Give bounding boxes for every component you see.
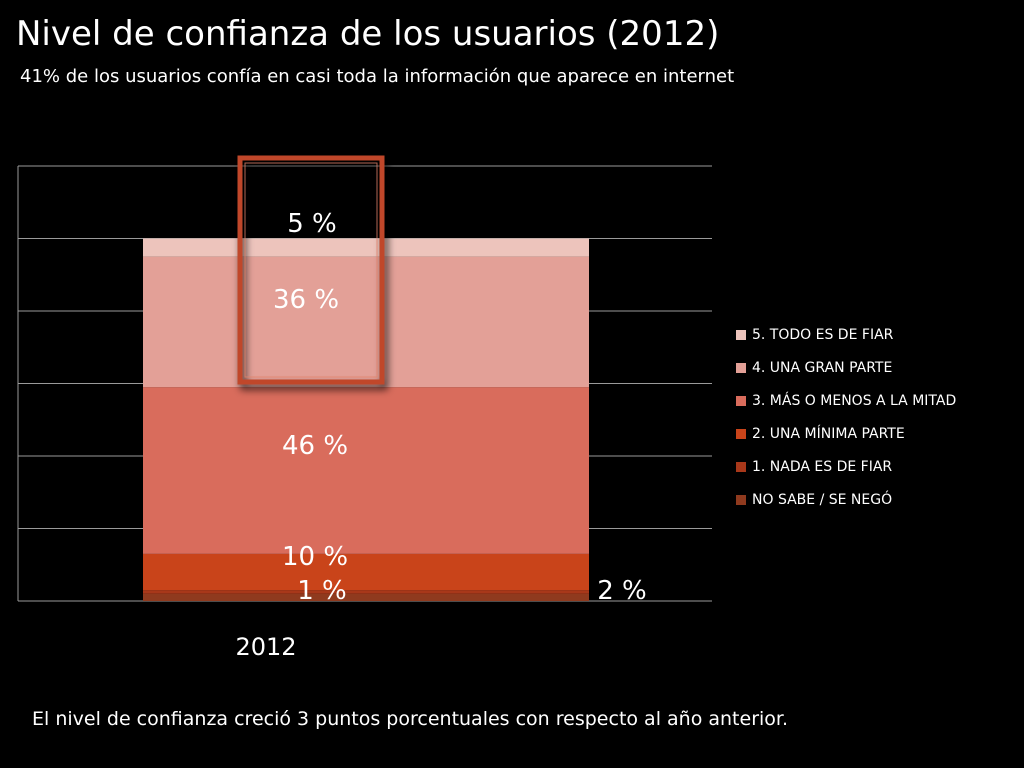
legend-label: 2. UNA MÍNIMA PARTE	[752, 425, 905, 442]
data-label: 2 %	[597, 576, 647, 606]
highlight-box	[237, 155, 385, 385]
chart-legend: 5. TODO ES DE FIAR 4. UNA GRAN PARTE 3. MÁ…	[736, 318, 956, 516]
bar-segment	[143, 256, 589, 388]
legend-item: 2. UNA MÍNIMA PARTE	[736, 417, 956, 450]
data-label: 10 %	[282, 542, 348, 572]
legend-label: NO SABE / SE NEGÓ	[752, 491, 893, 508]
legend-label: 4. UNA GRAN PARTE	[752, 359, 893, 376]
bar-segment	[143, 593, 589, 601]
bar-segment	[143, 387, 589, 554]
data-label: 1 %	[297, 576, 347, 606]
legend-swatch	[736, 329, 746, 340]
legend-item: NO SABE / SE NEGÓ	[736, 483, 956, 516]
legend-label: 5. TODO ES DE FIAR	[752, 326, 894, 343]
legend-label: 3. MÁS O MENOS A LA MITAD	[752, 392, 957, 409]
data-label: 46 %	[282, 431, 348, 461]
legend-swatch	[736, 461, 746, 472]
legend-item: 1. NADA ES DE FIAR	[736, 450, 956, 483]
legend-label: 1. NADA ES DE FIAR	[752, 458, 893, 475]
legend-item: 4. UNA GRAN PARTE	[736, 351, 956, 384]
highlight-box-inner	[244, 162, 378, 378]
footer-note: El nivel de confianza creció 3 puntos po…	[32, 708, 789, 730]
legend-swatch	[736, 494, 746, 505]
legend-swatch	[736, 362, 746, 373]
bar-segment	[143, 590, 589, 594]
data-label: 5 %	[287, 209, 337, 239]
legend-item: 3. MÁS O MENOS A LA MITAD	[736, 384, 956, 417]
data-label: 36 %	[273, 285, 339, 315]
chart-subtitle: 41% de los usuarios confía en casi toda …	[20, 66, 735, 87]
chart-title: Nivel de confianza de los usuarios (2012…	[16, 14, 720, 54]
x-tick-label: 2012	[235, 633, 296, 661]
legend-item: 5. TODO ES DE FIAR	[736, 318, 956, 351]
legend-swatch	[736, 428, 746, 439]
legend-swatch	[736, 395, 746, 406]
bar-segment	[143, 238, 589, 257]
bar-segment	[143, 553, 589, 591]
